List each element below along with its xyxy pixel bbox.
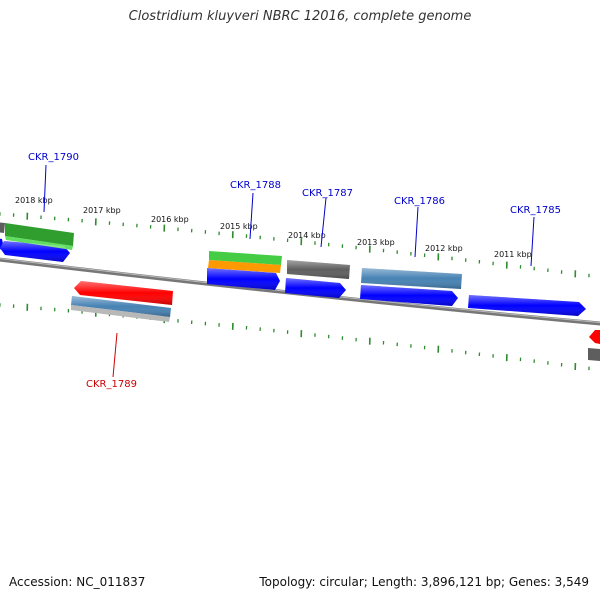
gene-label-ckr-1787[interactable]: CKR_1787 — [302, 188, 353, 199]
gene-feature-red[interactable] — [589, 330, 600, 344]
gene-feature-gray[interactable] — [588, 348, 600, 361]
gene-feature-orange[interactable] — [208, 260, 281, 273]
genome-metadata-text: Topology: circular; Length: 3,896,121 bp… — [259, 575, 589, 589]
scale-label-2015: 2015 kbp — [220, 222, 258, 231]
gene-label-ckr-1785[interactable]: CKR_1785 — [510, 205, 561, 216]
accession-text: Accession: NC_011837 — [9, 575, 146, 589]
gene-feature-green[interactable] — [5, 223, 74, 246]
gene-labels: CKR_1790 CKR_1788 CKR_1787 CKR_1786 CKR_… — [28, 152, 561, 390]
scale-label-2018: 2018 kbp — [15, 196, 53, 205]
feature-gloss — [0, 241, 586, 317]
scale-label-2017: 2017 kbp — [83, 206, 121, 215]
leader-line-ckr-1785 — [530, 216, 535, 267]
gene-label-ckr-1786[interactable]: CKR_1786 — [394, 196, 445, 207]
gene-feature-silver — [71, 305, 170, 322]
scale-label-2016: 2016 kbp — [151, 215, 189, 224]
scale-ticks-inner — [0, 303, 590, 371]
leader-line-ckr-1788 — [249, 192, 254, 240]
gene-label-ckr-1788[interactable]: CKR_1788 — [230, 180, 281, 191]
leader-line-ckr-1786 — [414, 206, 419, 258]
gene-label-leaders — [43, 164, 535, 378]
gene-feature-green[interactable] — [209, 251, 282, 265]
gene-label-ckr-1789[interactable]: CKR_1789 — [86, 379, 137, 390]
scale-label-2013: 2013 kbp — [357, 238, 395, 247]
scale-label-2011: 2011 kbp — [494, 250, 532, 259]
gene-label-ckr-1790[interactable]: CKR_1790 — [28, 152, 79, 163]
scale-labels: 2018 kbp 2017 kbp 2016 kbp 2015 kbp 2014… — [15, 196, 532, 259]
leader-line-ckr-1789 — [112, 332, 118, 378]
leader-line-ckr-1787 — [320, 197, 327, 248]
scale-ticks-outer — [0, 212, 590, 278]
scale-label-2014: 2014 kbp — [288, 231, 326, 240]
gene-feature-gray[interactable] — [0, 222, 5, 233]
leader-line-ckr-1790 — [43, 164, 47, 213]
map-title: Clostridium kluyveri NBRC 12016, complet… — [128, 9, 472, 24]
scale-label-2012: 2012 kbp — [425, 244, 463, 253]
